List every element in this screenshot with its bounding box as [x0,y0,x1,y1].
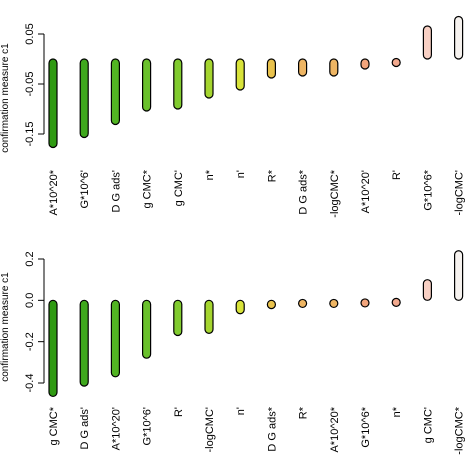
category-label: g CMC* [142,169,154,208]
category-label: R* [298,406,310,419]
category-label: G*10^6' [142,407,154,445]
bar-12 [422,279,432,301]
bar-7 [266,299,276,310]
category-label: G*10^6' [79,170,91,208]
y-axis-title: confirmation measure c1 [0,272,11,382]
category-label: -logCMC* [329,169,341,217]
category-label: n' [235,407,247,415]
y-tick-label: -0.05 [24,71,36,96]
bar-1 [79,299,89,387]
category-label: G*10^6* [360,406,372,447]
category-label: G*10^6* [422,169,434,210]
category-label: D G ads' [79,407,91,449]
category-label: g CMC' [422,407,434,443]
category-label: -logCMC* [454,406,466,454]
bar-5 [204,299,214,335]
bar-4 [173,58,183,110]
y-axis-title: confirmation measure c1 [0,43,11,153]
category-label: n* [391,406,403,417]
bar-2 [110,58,121,126]
bar-1 [79,58,89,139]
y-tick-label: 0.2 [24,251,36,266]
y-tick-label: 0.0 [24,293,36,308]
bar-8 [298,298,308,309]
y-tick-label: -0.15 [24,121,36,146]
category-label: g CMC* [48,406,60,445]
bar-7 [266,58,276,79]
bar-5 [204,58,214,99]
bar-3 [142,58,152,112]
category-label: A*10^20* [329,406,341,452]
bar-3 [142,299,152,359]
bar-11 [391,297,401,307]
y-tick-label: -0.2 [24,332,36,351]
category-label: D G ads* [298,169,310,214]
bar-11 [391,57,401,68]
bar-13 [454,15,464,60]
top-chart: 0.05 -0.05 -0.15 confirmation measure c1 A*1… [0,15,466,218]
category-label: D G ads' [110,170,122,212]
category-label: -logCMC' [454,170,466,216]
bottom-chart: 0.2 0.0 -0.2 -0.4 confirmation measure c1 g C… [0,250,466,455]
category-label: R' [173,407,185,417]
bar-8 [298,58,308,77]
category-label: A*10^20' [110,407,122,450]
bar-10 [360,58,370,70]
category-label: n* [204,169,216,180]
category-label: A*10^20' [360,170,372,213]
bar-9 [329,298,339,309]
bar-0 [48,299,58,398]
bar-6 [235,299,245,315]
y-tick-label: -0.4 [24,374,36,393]
category-label: R* [266,169,278,182]
category-label: A*10^20* [48,169,60,215]
bar-12 [422,25,432,60]
y-tick-label: 0.05 [24,23,36,44]
bar-2 [110,299,121,378]
category-label: n' [235,170,247,178]
bar-13 [454,250,464,301]
category-label: D G ads* [266,406,278,451]
category-label: R' [391,170,403,180]
category-label: -logCMC' [204,407,216,453]
bar-6 [235,58,245,91]
bar-0 [48,58,58,149]
bar-9 [329,58,339,77]
bar-4 [173,299,183,337]
bar-10 [360,298,370,308]
category-label: g CMC' [173,170,185,206]
